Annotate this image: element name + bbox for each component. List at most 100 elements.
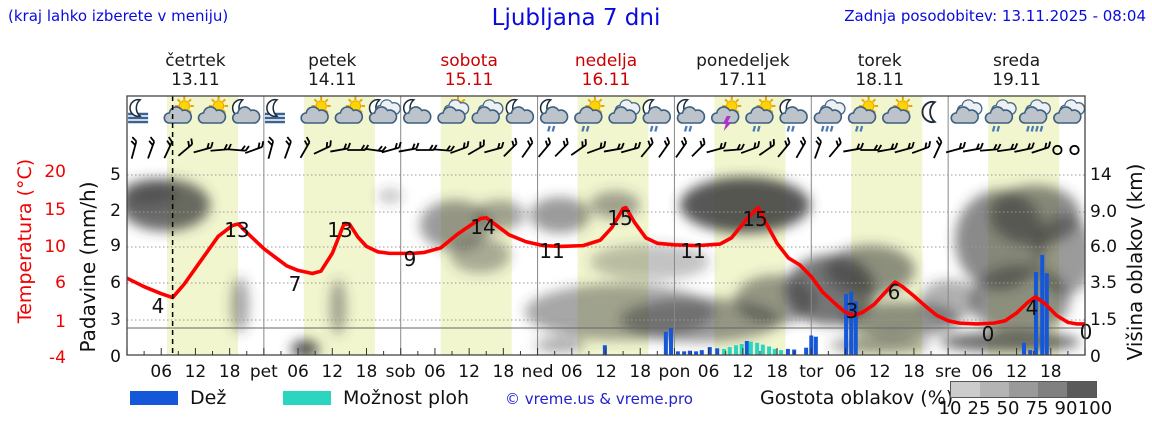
wind-barb-icon [227,145,250,152]
rain-bar [744,340,749,355]
shower-bar [722,348,727,355]
credit-link[interactable]: © vreme.us & vreme.pro [505,390,693,408]
wind-barb-icon [130,136,138,159]
wind-barb-icon [521,136,534,158]
temperature-value-label: 11 [539,239,564,263]
wind-barb-icon [267,136,274,159]
sun-cloud-rain1-icon [574,96,605,132]
density-swatch [1009,382,1038,397]
rain-bar [687,350,692,355]
temperature-value-label: 7 [289,272,302,296]
shower-bar [772,348,777,355]
wind-barb-icon [706,141,727,154]
calm-wind-icon [1069,144,1080,156]
moon-cloud-icon [403,98,432,124]
wind-barb-icon [299,136,311,159]
wind-barb-icon [364,145,387,153]
sun-cloud-icon [163,96,194,124]
wind-barb-icon [484,141,505,154]
wind-barb-icon [795,136,807,159]
temperature-value-label: 0 [1080,320,1093,344]
cloud-density-legend-label: Gostota oblakov (%) [760,387,954,409]
wind-barb-icon [381,141,402,154]
shower-bar [739,344,744,355]
cloud-density-scale [950,381,1097,398]
wind-barb-icon [723,143,745,152]
shower-bar [767,346,772,355]
sun-clouds-icon [437,96,470,124]
wind-barb-icon [860,144,883,151]
wind-barb-icon [398,142,420,153]
density-swatch [1067,382,1096,397]
rain-bar [1033,272,1038,355]
rain-bar [675,351,680,355]
wind-barb-icon [1014,142,1035,153]
sun-cloud-icon [882,96,913,124]
rain-bar [707,347,712,355]
rain-bar [602,345,607,355]
wind-barb-icon [962,142,984,153]
temperature-value-label: 0 [982,322,995,346]
wind-barb-icon [828,137,842,158]
density-swatch [980,382,1009,397]
wind-barb-icon [330,142,351,153]
wind-barb-icon [537,137,552,158]
clouds-rain1-icon [984,99,1017,132]
wind-barb-icon [554,137,569,158]
cloud-density-field [127,177,1085,355]
temperature-value-label: 11 [680,239,705,263]
temperature-value-label: 15 [607,206,632,230]
density-swatch [951,382,980,397]
shower-legend-swatch [283,391,331,405]
rain-bar [699,350,704,355]
wind-barb-icon [586,141,607,154]
wind-barb-icon [675,136,688,158]
rain-bar [804,347,809,355]
moon-cloud-rain1-icon [676,98,706,132]
sun-cloud-icon [197,96,229,124]
shower-bar [748,341,753,355]
shower-bar [755,342,760,355]
temperature-value-label: 3 [846,299,859,323]
sun-cloud-storm-icon [711,96,742,131]
moon-clouds-icon [368,98,401,124]
density-tick-label: 75 [1025,398,1049,419]
wind-barb-icon [740,141,761,154]
wind-barb-icon [997,143,1019,153]
wind-barb-icon [432,145,455,152]
clouds-icon [471,99,504,124]
wind-barb-icon [283,136,292,159]
wind-barb-icon [193,141,214,154]
wind-barb-icon [933,136,943,159]
density-tick-label: 10 [938,398,962,419]
wind-barb-icon [658,136,671,158]
rain-bar [849,291,854,355]
moon-cloud-rain1-icon [642,98,672,132]
temperature-value-label: 13 [327,218,352,242]
shower-bar [779,350,784,355]
temperature-value-label: 4 [152,294,165,318]
density-tick-label: 100 [1077,398,1113,419]
sun-cloud-rain1-icon [745,96,776,132]
rain-bar [813,336,818,355]
wind-barb-icon [691,137,706,158]
wind-barb-icon [979,143,1002,152]
wind-barb-icon [313,140,332,155]
rain-bar [1028,350,1033,355]
clouds-icon [1053,99,1086,124]
rain-bar [853,301,858,355]
sun-cloud-icon [300,96,331,124]
clouds-icon [608,99,641,124]
wind-barb-icon [777,137,791,158]
location-hint: (kraj lahko izberete v meniju) [8,7,229,25]
rain-bar [844,294,849,355]
rain-bar [785,348,790,355]
temperature-value-label: 13 [224,218,249,242]
wind-barb-icon [843,142,864,153]
density-tick-label: 50 [996,398,1020,419]
temperature-value-label: 14 [470,215,495,239]
clouds-icon [950,99,983,124]
wind-barb-icon [894,141,915,154]
moon-fog-icon [128,98,149,124]
